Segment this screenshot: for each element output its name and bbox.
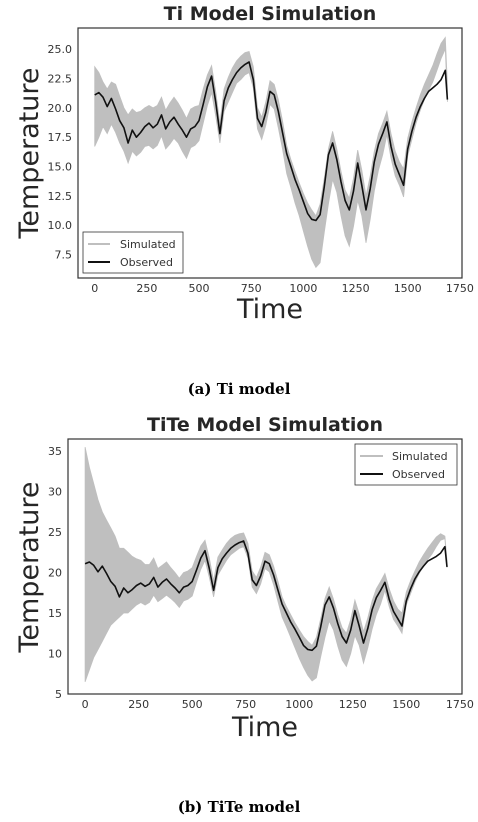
y-axis-ticks: 7.5 10.0 12.5 15.0 17.5 20.0 22.5 25.0 [48,43,73,261]
chart-tite-model: TiTe Model Simulation 0 250 500 750 1000 1250… [14,414,474,743]
y-tick-label: 20 [48,567,62,580]
x-tick-label: 1500 [394,282,422,295]
x-tick-label: 1000 [289,282,317,295]
legend-label-simulated: Simulated [120,238,176,251]
x-tick-label: 500 [189,282,210,295]
x-tick-label: 1250 [342,282,370,295]
y-axis-label: Temperature [14,67,45,239]
x-tick-label: 500 [182,698,203,711]
y-tick-label: 25.0 [48,43,73,56]
y-tick-label: 10 [48,648,62,661]
legend: Simulated Observed [82,231,184,274]
y-tick-label: 20.0 [48,102,73,115]
caption-b: (b) TiTe model [178,798,301,816]
y-tick-label: 30 [48,486,62,499]
x-tick-label: 750 [235,698,256,711]
plot-frame [77,27,463,279]
observed-line [84,540,448,652]
plot-frame [67,438,463,695]
x-axis-ticks: 0 250 500 750 1000 1250 1500 1750 [82,698,474,711]
y-tick-label: 25 [48,526,62,539]
legend-box [354,443,458,486]
y-tick-label: 5 [55,688,62,701]
x-axis-label: Time [231,712,298,743]
observed-line [94,61,449,222]
legend-box [82,231,184,274]
legend-label-observed: Observed [120,256,173,269]
simulated-band [84,447,448,683]
y-tick-label: 15.0 [48,161,73,174]
y-tick-label: 22.5 [48,73,73,86]
observed-series [94,61,449,222]
y-tick-label: 17.5 [48,131,73,144]
x-tick-label: 1500 [392,698,420,711]
legend-label-observed: Observed [392,468,445,481]
x-axis-label: Time [236,294,303,325]
x-tick-label: 1750 [446,282,474,295]
x-tick-label: 1750 [446,698,474,711]
legend-label-simulated: Simulated [392,450,448,463]
x-tick-label: 0 [82,698,89,711]
x-tick-label: 1000 [285,698,313,711]
legend: Simulated Observed [354,443,458,486]
x-tick-label: 0 [91,282,98,295]
y-tick-label: 35 [48,445,62,458]
x-tick-label: 250 [136,282,157,295]
chart-title: TiTe Model Simulation [147,414,383,436]
x-tick-label: 1250 [339,698,367,711]
y-tick-label: 7.5 [55,249,73,262]
observed-series [84,540,448,652]
x-tick-label: 250 [128,698,149,711]
y-tick-label: 12.5 [48,190,73,203]
chart-ti-model: Ti Model Simulation 0 250 500 750 1000 1250 15… [14,3,474,325]
y-axis-label: Temperature [14,481,45,653]
chart-title: Ti Model Simulation [164,3,377,25]
caption-a: (a) Ti model [188,380,291,398]
x-axis-ticks: 0 250 500 750 1000 1250 1500 1750 [91,282,474,295]
y-tick-label: 10.0 [48,219,73,232]
y-tick-label: 15 [48,607,62,620]
x-tick-label: 750 [241,282,262,295]
y-axis-ticks: 5 10 15 20 25 30 35 [48,445,62,701]
simulated-series [84,447,448,683]
